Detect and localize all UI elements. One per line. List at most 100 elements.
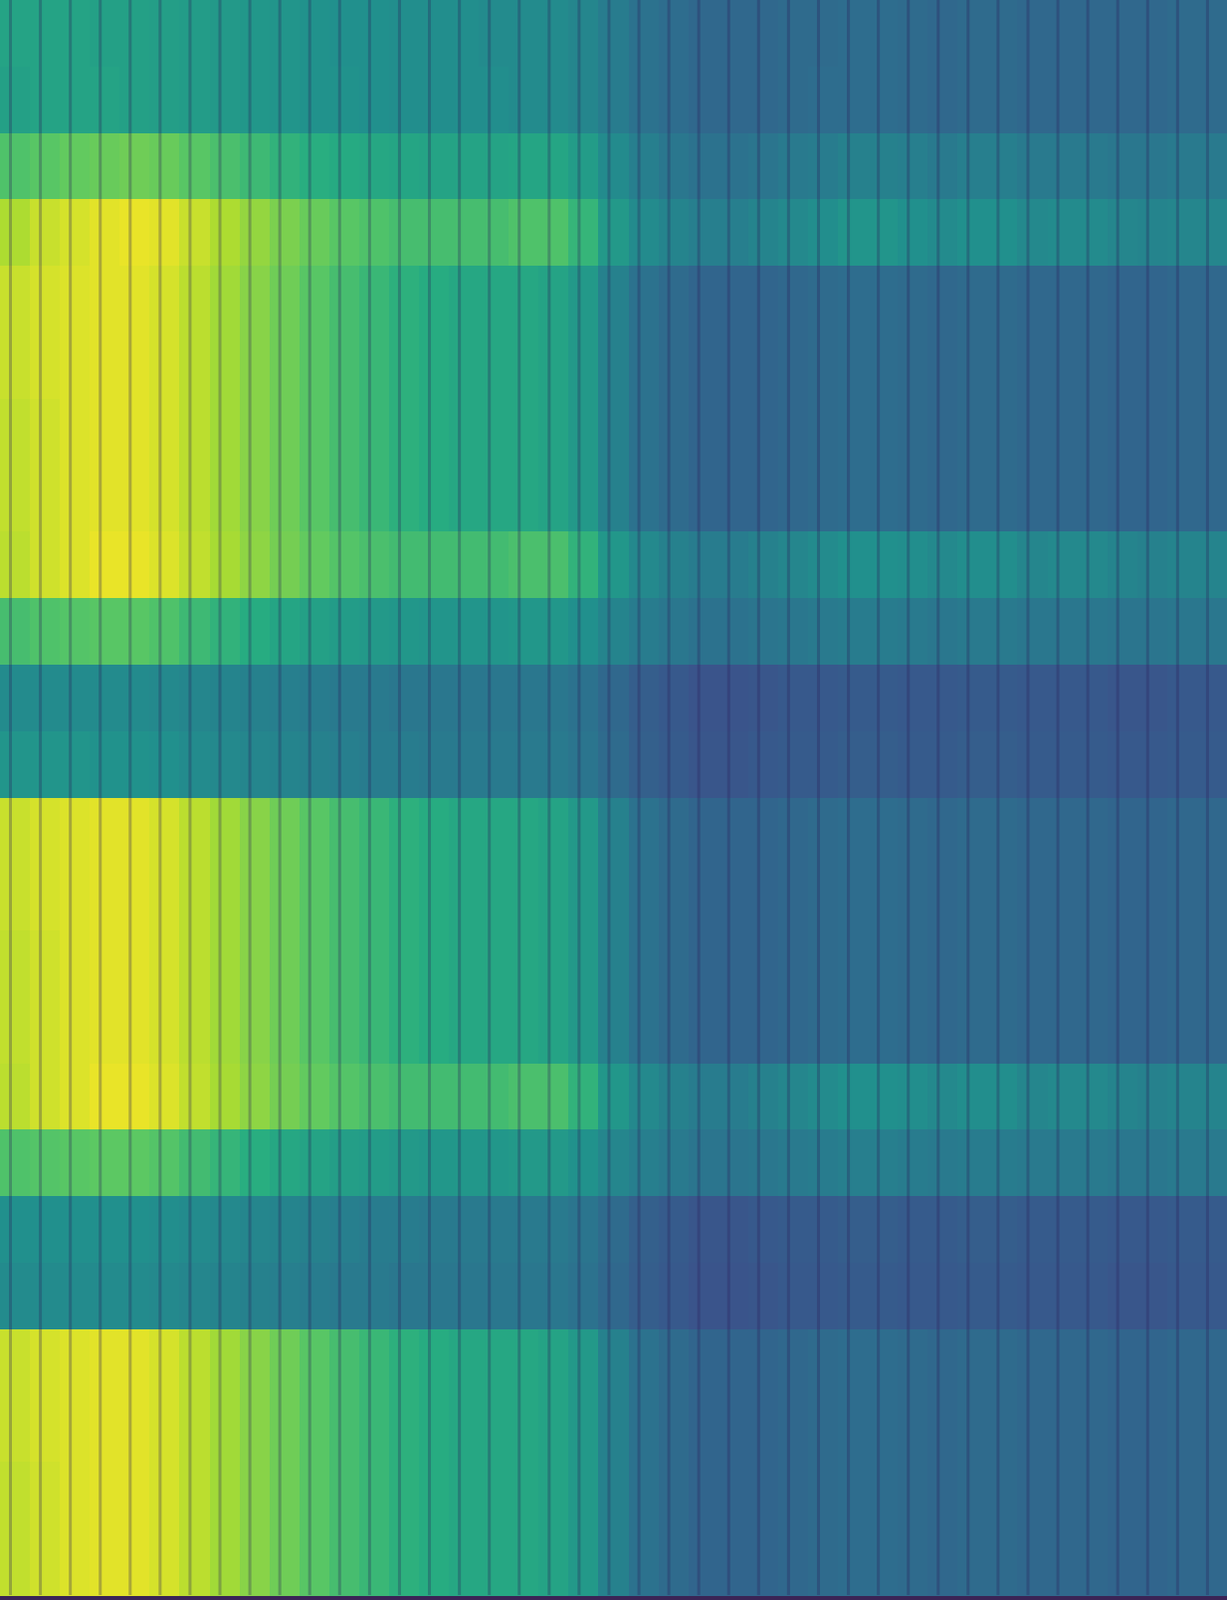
column-divider bbox=[188, 0, 192, 1596]
cell bbox=[1077, 1129, 1109, 1197]
cell bbox=[568, 399, 600, 466]
cell bbox=[269, 465, 301, 533]
cell bbox=[119, 199, 151, 266]
cell bbox=[1137, 798, 1169, 865]
cell bbox=[1017, 1196, 1048, 1263]
cell bbox=[867, 1396, 899, 1463]
cell bbox=[808, 997, 839, 1064]
cell bbox=[29, 997, 61, 1064]
cell bbox=[179, 1129, 210, 1197]
cell bbox=[1197, 199, 1227, 266]
cell bbox=[778, 199, 810, 266]
cell bbox=[1017, 664, 1048, 732]
cell bbox=[1017, 465, 1048, 533]
cell bbox=[269, 265, 301, 333]
cell bbox=[778, 598, 810, 665]
cell bbox=[179, 1461, 210, 1529]
cell bbox=[1077, 664, 1109, 732]
cell bbox=[1107, 1196, 1139, 1263]
cell bbox=[538, 1528, 570, 1596]
cell bbox=[418, 1196, 450, 1263]
cell bbox=[1137, 133, 1169, 201]
cell bbox=[269, 863, 301, 931]
cell bbox=[1047, 1329, 1079, 1397]
cell bbox=[329, 199, 361, 266]
cell bbox=[179, 1396, 210, 1463]
cell bbox=[808, 598, 839, 665]
cell bbox=[359, 399, 391, 466]
cell bbox=[987, 0, 1019, 67]
cell bbox=[867, 265, 899, 333]
cell bbox=[628, 863, 660, 931]
cell bbox=[748, 1196, 780, 1263]
cell bbox=[209, 731, 241, 799]
cell bbox=[389, 731, 420, 799]
cell bbox=[1167, 399, 1199, 466]
cell bbox=[1017, 199, 1048, 266]
cell bbox=[808, 1329, 839, 1397]
cell bbox=[897, 332, 929, 400]
cell bbox=[957, 1129, 989, 1197]
cell bbox=[0, 731, 31, 799]
cell bbox=[867, 465, 899, 533]
cell bbox=[59, 863, 91, 931]
cell bbox=[89, 66, 121, 134]
cell bbox=[359, 0, 391, 67]
cell bbox=[897, 531, 929, 599]
cell bbox=[269, 66, 301, 134]
cell bbox=[29, 1461, 61, 1529]
cell bbox=[598, 1329, 629, 1397]
cell bbox=[688, 0, 720, 67]
cell bbox=[837, 1063, 869, 1131]
cell bbox=[508, 1262, 540, 1330]
cell bbox=[987, 1262, 1019, 1330]
cell bbox=[1137, 265, 1169, 333]
cell bbox=[1017, 66, 1048, 134]
cell bbox=[239, 930, 271, 998]
cell bbox=[0, 798, 31, 865]
cell bbox=[0, 465, 31, 533]
cell bbox=[658, 66, 690, 134]
cell bbox=[688, 465, 720, 533]
cell bbox=[478, 332, 510, 400]
cell bbox=[1137, 731, 1169, 799]
cell bbox=[0, 199, 31, 266]
cell bbox=[389, 1461, 420, 1529]
cell bbox=[987, 332, 1019, 400]
cell bbox=[119, 265, 151, 333]
cell bbox=[1167, 133, 1199, 201]
cell bbox=[1167, 598, 1199, 665]
column-divider bbox=[338, 0, 342, 1596]
cell bbox=[508, 997, 540, 1064]
cell bbox=[748, 997, 780, 1064]
cell bbox=[927, 465, 959, 533]
cell bbox=[808, 199, 839, 266]
cell bbox=[448, 930, 480, 998]
cell bbox=[29, 1063, 61, 1131]
cell bbox=[748, 0, 780, 67]
cell bbox=[1137, 598, 1169, 665]
cell bbox=[89, 465, 121, 533]
cell bbox=[628, 1196, 660, 1263]
cell bbox=[837, 664, 869, 732]
cell bbox=[448, 1129, 480, 1197]
cell bbox=[748, 1063, 780, 1131]
cell bbox=[329, 664, 361, 732]
cell bbox=[448, 664, 480, 732]
cell bbox=[1047, 0, 1079, 67]
cell bbox=[329, 1396, 361, 1463]
cell bbox=[957, 798, 989, 865]
cell bbox=[389, 1396, 420, 1463]
cell bbox=[478, 265, 510, 333]
cell bbox=[718, 1196, 750, 1263]
cell bbox=[867, 1196, 899, 1263]
column-divider bbox=[1206, 0, 1210, 1596]
cell bbox=[89, 1063, 121, 1131]
cell bbox=[1077, 798, 1109, 865]
cell bbox=[778, 1262, 810, 1330]
cell bbox=[508, 731, 540, 799]
cell bbox=[987, 531, 1019, 599]
cell bbox=[1077, 1461, 1109, 1529]
column-divider bbox=[278, 0, 282, 1596]
column-divider bbox=[1116, 0, 1120, 1596]
